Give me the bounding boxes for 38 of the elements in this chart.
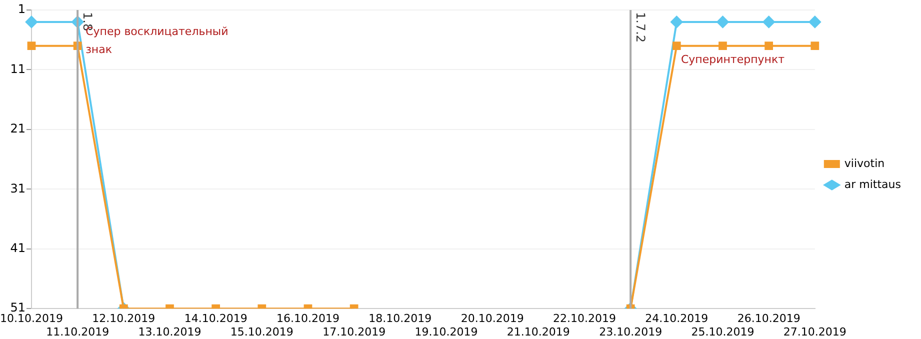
x-tick-label: 24.10.2019	[645, 312, 708, 326]
point	[808, 16, 821, 28]
x-tick-label: 14.10.2019	[184, 312, 248, 326]
x-tick-label: 22.10.2019	[552, 312, 616, 326]
y-tick-label: 31	[10, 181, 26, 196]
point	[25, 16, 38, 28]
x-tick-label: 13.10.2019	[138, 325, 202, 338]
x-tick-label: 20.10.2019	[460, 312, 524, 326]
x-tick-label: 25.10.2019	[691, 325, 754, 338]
y-tick-label: 41	[10, 241, 26, 256]
x-tick-label: 10.10.2019	[0, 312, 63, 326]
annotation: Суперинтерпункт	[680, 52, 786, 66]
y-tick-label: 1	[18, 2, 26, 16]
point	[670, 16, 683, 28]
point	[718, 42, 727, 50]
x-tick-label: 18.10.2019	[368, 312, 432, 326]
x-tick-label: 19.10.2019	[414, 325, 478, 338]
x-tick-label: 16.10.2019	[276, 312, 340, 326]
x-tick-label: 12.10.2019	[92, 312, 156, 326]
point	[810, 42, 820, 50]
x-tick-label: 23.10.2019	[599, 325, 662, 338]
legend-label: viivotin	[844, 156, 885, 170]
legend-label: ar mittaus	[844, 178, 902, 191]
point	[27, 42, 36, 50]
point	[762, 16, 775, 28]
point	[764, 42, 773, 50]
y-tick-label: 11	[10, 62, 26, 76]
point	[672, 42, 681, 50]
x-tick-label: 15.10.2019	[230, 325, 294, 338]
x-tick-label: 27.10.2019	[783, 325, 846, 338]
point	[716, 16, 729, 28]
x-tick-label: 21.10.2019	[506, 325, 570, 338]
y-tick-label: 21	[10, 122, 26, 136]
ref-line-label: 1.7.2	[633, 12, 648, 43]
y-tick-label: 51	[10, 300, 26, 315]
x-tick-label: 11.10.2019	[46, 325, 110, 338]
x-tick-label: 17.10.2019	[322, 325, 386, 338]
x-tick-label: 26.10.2019	[737, 312, 800, 326]
